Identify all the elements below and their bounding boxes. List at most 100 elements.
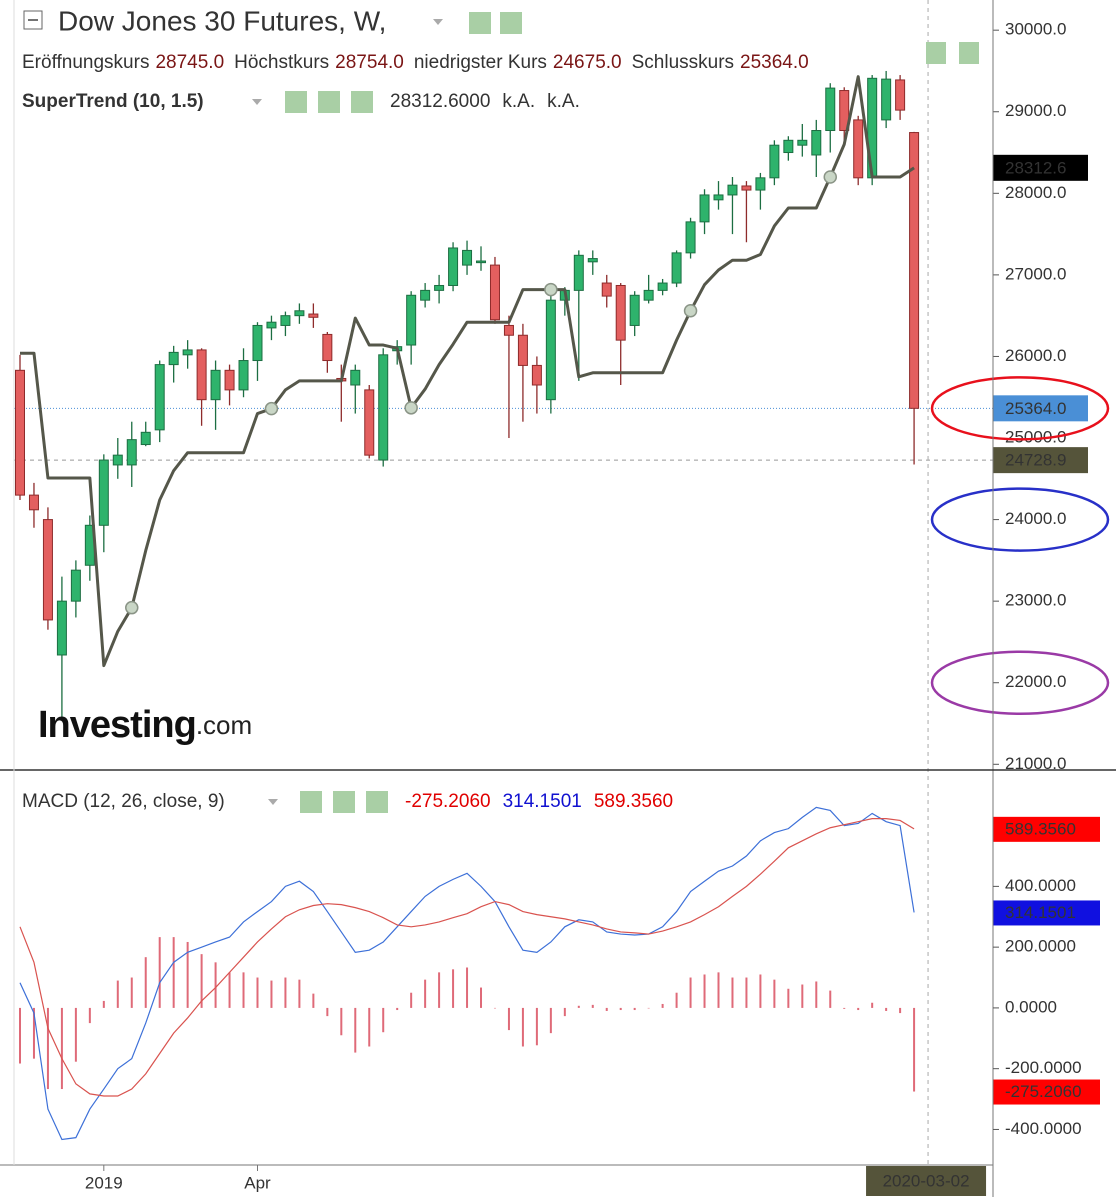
histogram-bar <box>298 979 301 1008</box>
up-icon[interactable] <box>959 42 979 64</box>
candle-body <box>154 364 165 431</box>
candle-body <box>783 139 794 154</box>
crosshair-date: 2020-03-02 <box>883 1171 970 1190</box>
legend-value: 25364.0 <box>740 52 809 73</box>
dropdown-icon[interactable] <box>268 799 278 805</box>
histogram-bar <box>815 981 818 1008</box>
histogram-bar <box>899 1007 902 1014</box>
legend-value: 28745.0 <box>155 52 224 73</box>
candle-body <box>42 519 53 621</box>
histogram-bar <box>354 1007 357 1053</box>
candle-body <box>853 119 864 179</box>
dropdown-icon[interactable] <box>252 99 262 105</box>
candle-body <box>210 369 221 401</box>
price-label-box <box>993 1079 1100 1105</box>
candle-body <box>378 354 389 461</box>
settings-icon[interactable] <box>500 12 522 34</box>
macd-legend-value: 589.3560 <box>594 791 673 812</box>
candle-body <box>825 87 836 132</box>
histogram-bar <box>605 1007 608 1011</box>
supertrend-flip <box>125 600 139 615</box>
candle-body <box>881 78 892 121</box>
candle-body <box>615 284 626 341</box>
dropdown-icon[interactable] <box>433 19 443 25</box>
eye-icon[interactable] <box>469 12 491 34</box>
candle-body <box>140 431 151 446</box>
candle-body <box>489 264 500 321</box>
candle-body <box>350 369 361 386</box>
candle-body <box>322 333 333 362</box>
candle-body <box>182 349 193 356</box>
candle-body <box>671 252 682 284</box>
legend-label: Eröffnungskurs <box>22 52 149 73</box>
price-label: 25364.0 <box>1005 399 1066 418</box>
price-label-box <box>993 154 1088 181</box>
eye-icon[interactable] <box>300 791 322 813</box>
histogram-bar <box>116 980 119 1008</box>
histogram-bar <box>591 1004 594 1008</box>
candle-body <box>545 299 556 401</box>
down-icon[interactable] <box>926 42 946 64</box>
y-tick-label: 22000.0 <box>1005 672 1066 691</box>
x-tick-label: Apr <box>244 1173 271 1192</box>
histogram-bar <box>158 937 161 1008</box>
y-tick-label: 23000.0 <box>1005 591 1066 610</box>
chart-title: Dow Jones 30 Futures, W, <box>58 5 386 36</box>
y-tick-label: 29000.0 <box>1005 101 1066 120</box>
y-tick-label: 26000.0 <box>1005 346 1066 365</box>
histogram-bar <box>731 977 734 1008</box>
candle-body <box>252 324 263 362</box>
histogram-bar <box>410 992 413 1008</box>
macd-legend: -275.2060 314.1501 589.3560 <box>405 791 673 812</box>
price-label-box <box>993 816 1100 842</box>
supertrend-line <box>20 75 915 668</box>
settings-icon[interactable] <box>333 791 355 813</box>
candle-body <box>70 569 81 602</box>
macd-line <box>19 818 915 1097</box>
histogram-bar <box>19 1007 21 1064</box>
candle-body <box>643 289 654 301</box>
histogram-bar <box>284 977 287 1008</box>
price-label: 28312.6 <box>1005 158 1066 177</box>
candle-body <box>406 294 417 346</box>
candle-body <box>755 177 766 191</box>
histogram-bar <box>535 1007 538 1046</box>
candle-body <box>713 194 724 201</box>
histogram-bar <box>396 1007 399 1011</box>
price-label: 589.3560 <box>1005 819 1076 838</box>
y-tick-label: 200.0000 <box>1005 937 1076 956</box>
candle-body <box>517 334 528 366</box>
watermark: Investing.com <box>38 704 252 746</box>
y-tick-label: 24000.0 <box>1005 509 1066 528</box>
candle-body <box>462 249 473 266</box>
histogram-bar <box>913 1007 916 1092</box>
histogram-bar <box>507 1007 510 1031</box>
candle-body <box>629 294 640 326</box>
candle-body <box>909 132 920 409</box>
histogram-bar <box>549 1007 552 1034</box>
ohlc-legend: Eröffnungskurs 28745.0 Höchstkurs 28754.0 ni… <box>22 52 809 73</box>
histogram-bar <box>466 967 469 1008</box>
histogram-bar <box>871 1002 874 1008</box>
histogram-bar <box>773 979 776 1008</box>
histogram-bar <box>186 941 189 1008</box>
histogram-bar <box>787 988 790 1008</box>
y-tick-label: 30000.0 <box>1005 20 1066 39</box>
eye-icon[interactable] <box>285 91 307 113</box>
candle-body <box>434 284 445 291</box>
highlight-ellipse <box>930 376 1110 441</box>
histogram-bar <box>661 1003 664 1008</box>
price-label: 314.1501 <box>1005 903 1076 922</box>
close-icon[interactable] <box>366 791 388 813</box>
histogram-bar <box>382 1007 385 1033</box>
settings-icon[interactable] <box>318 91 340 113</box>
candle-body <box>699 194 710 223</box>
y-tick-label: 21000.0 <box>1005 754 1066 773</box>
histogram-bar <box>256 977 259 1008</box>
supertrend-na: k.A. <box>547 91 580 112</box>
close-icon[interactable] <box>351 91 373 113</box>
y-tick-label: 400.0000 <box>1005 876 1076 895</box>
histogram-bar <box>340 1007 343 1036</box>
price-label: 24728.9 <box>1005 451 1066 470</box>
